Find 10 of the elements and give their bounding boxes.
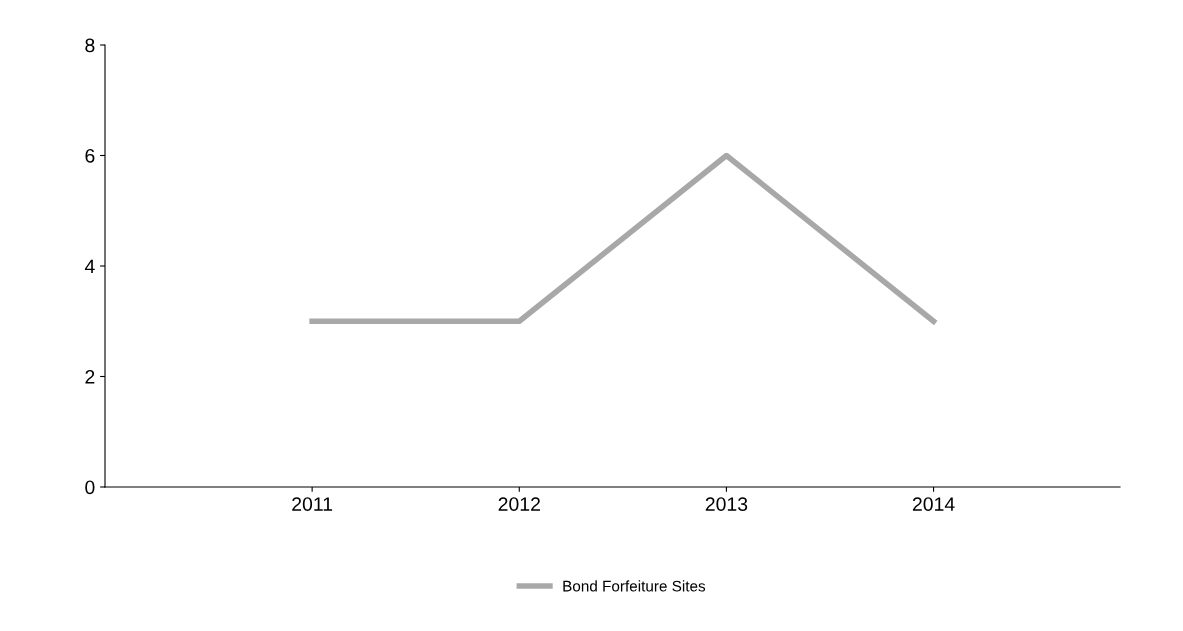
- x-tick-label: 2014: [912, 497, 955, 511]
- x-tick-label: 2011: [292, 497, 333, 511]
- y-tick-label: 2: [85, 369, 95, 384]
- x-tick-label: 2013: [705, 497, 748, 511]
- y-tick-label: 6: [85, 148, 95, 163]
- legend-label: Bond Forfeiture Sites: [563, 580, 706, 592]
- y-tick-label: 8: [85, 38, 95, 53]
- x-tick-label: 2012: [498, 497, 540, 511]
- y-tick-label: 4: [84, 259, 95, 274]
- y-tick-label: 0: [85, 480, 95, 495]
